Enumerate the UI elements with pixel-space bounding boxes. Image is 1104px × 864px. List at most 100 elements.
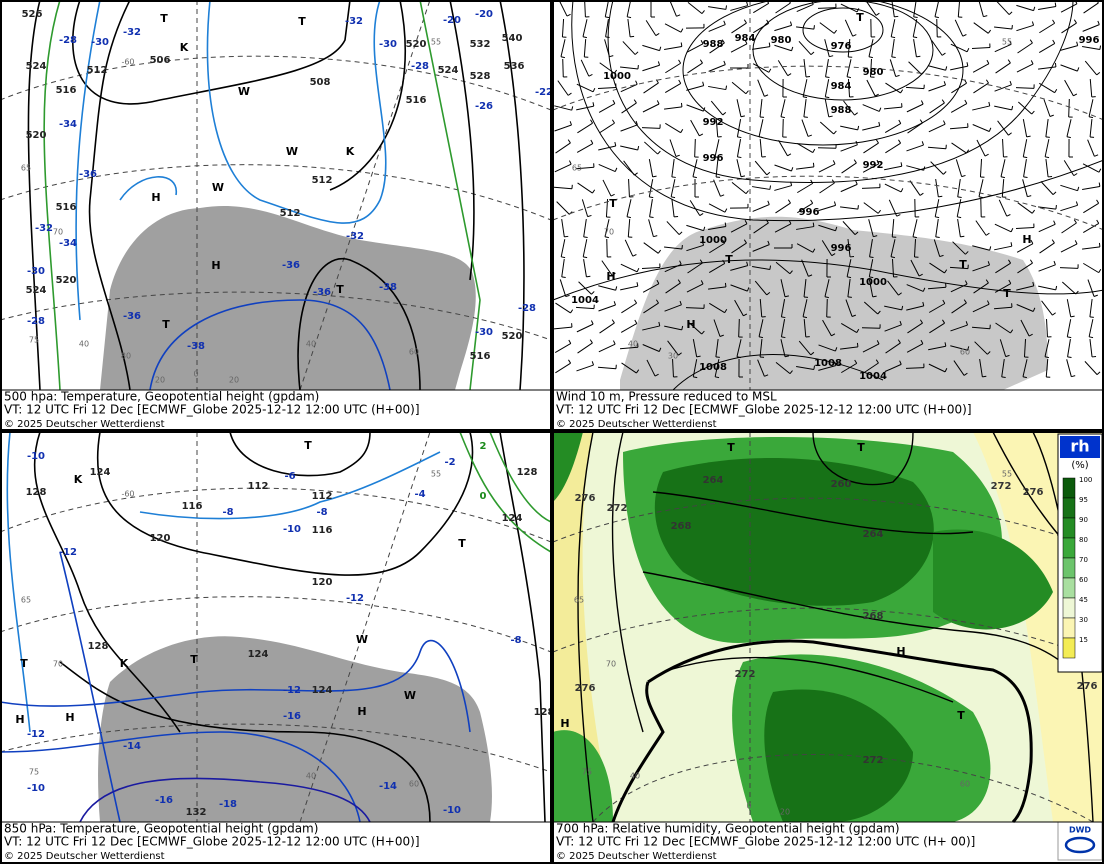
wind-barb — [613, 69, 618, 74]
wind-barb — [655, 33, 660, 37]
wind-barb — [1016, 4, 1034, 12]
wind-barb — [731, 81, 747, 95]
wind-barb — [1073, 219, 1077, 224]
wind-barb — [1082, 246, 1100, 250]
grid-label: 20 — [229, 376, 239, 385]
wind-barb — [918, 273, 923, 277]
grid-label: 40 — [630, 772, 640, 781]
graticule — [552, 0, 1104, 390]
wind-barb — [1098, 168, 1102, 173]
wind-barb — [612, 99, 616, 104]
wind-barb — [798, 40, 812, 56]
wind-barb — [846, 76, 852, 79]
wind-barb — [556, 201, 570, 215]
wind-barb — [840, 346, 858, 350]
contour-label: 532 — [470, 39, 491, 50]
wind-barb — [1052, 39, 1056, 44]
wind-barb — [995, 322, 1011, 334]
wind-barb — [605, 36, 610, 39]
wind-barb — [1096, 219, 1100, 224]
wind-barb — [649, 199, 653, 217]
wind-barb — [829, 55, 834, 58]
contour-label: -30 — [475, 327, 493, 338]
wind-barb — [737, 136, 742, 139]
wind-barb — [1089, 339, 1093, 357]
wind-barb — [586, 275, 591, 278]
pressure-symbol: T — [959, 258, 967, 271]
wind-barb — [1066, 319, 1072, 337]
grid-label: 75 — [29, 336, 39, 345]
wind-barb — [1016, 243, 1034, 253]
pressure-symbol: H — [560, 717, 569, 730]
wind-barb — [922, 301, 925, 307]
wind-barb — [801, 119, 809, 137]
wind-barb — [1059, 267, 1079, 269]
contour-label: -14 — [123, 741, 141, 752]
coastline — [611, 639, 1033, 824]
wind-barb — [769, 265, 772, 270]
grid-label: 70 — [53, 228, 63, 237]
graticule — [0, 0, 552, 391]
pressure-symbol: K — [346, 145, 355, 158]
wind-barb — [852, 34, 857, 37]
rh-shading — [553, 432, 1104, 822]
wind-barb — [824, 39, 830, 57]
wind-barb — [787, 73, 792, 77]
pressure-symbol: H — [15, 713, 24, 726]
pressure-symbol: H — [151, 191, 160, 204]
wind-barb — [906, 305, 924, 311]
contour-label: 528 — [470, 71, 491, 82]
wind-barb — [648, 219, 654, 237]
wind-barb — [709, 262, 725, 274]
wind-barb — [753, 22, 769, 34]
wind-barb — [803, 96, 808, 99]
wind-barb — [906, 343, 924, 353]
wind-barb — [1070, 315, 1075, 318]
wind-barb — [714, 139, 720, 157]
contour-label: 268 — [671, 521, 692, 532]
wind-barb — [796, 142, 814, 154]
wind-barb — [713, 179, 721, 197]
wind-barb — [963, 372, 968, 376]
wind-barb — [985, 279, 989, 284]
wind-barb — [825, 59, 829, 77]
wind-barb — [686, 224, 704, 232]
wind-barb — [813, 25, 815, 30]
wind-barb — [1067, 336, 1072, 339]
wind-barb — [930, 161, 944, 175]
wind-barb — [994, 245, 1012, 251]
contour-label: -10 — [283, 524, 301, 535]
wind-barb — [692, 176, 697, 179]
wind-barb — [740, 115, 745, 118]
contour-label: 516 — [56, 85, 77, 96]
pressure-symbol: H — [65, 711, 74, 724]
wind-barb — [664, 106, 682, 110]
wind-barb — [796, 166, 814, 170]
wind-barb — [863, 202, 879, 214]
pressure-symbol: H — [896, 645, 905, 658]
wind-barb — [950, 65, 968, 71]
wind-barb — [1016, 304, 1034, 312]
wind-barb — [789, 370, 793, 374]
wind-barb — [808, 274, 813, 277]
wind-barb — [1007, 59, 1011, 64]
wind-barb — [945, 66, 948, 71]
grid-label: 70 — [604, 228, 614, 237]
contour-label: -20 — [475, 9, 493, 20]
wind-barb — [868, 56, 873, 59]
wind-barb — [868, 39, 874, 57]
wind-barb — [818, 163, 836, 173]
wind-barb — [582, 36, 588, 39]
wind-barb — [884, 123, 902, 133]
wind-barb — [1031, 209, 1036, 214]
contour-label: 276 — [575, 683, 596, 694]
wind-barb — [715, 356, 720, 358]
wind-barb — [821, 240, 833, 256]
wind-barb — [818, 204, 836, 212]
contour-label: 540 — [502, 33, 523, 44]
wind-barb — [831, 333, 836, 337]
contour-label: 112 — [312, 491, 333, 502]
wind-barb — [665, 82, 681, 94]
wind-barb — [780, 299, 786, 317]
colorbar-label: 45 — [1079, 596, 1088, 604]
